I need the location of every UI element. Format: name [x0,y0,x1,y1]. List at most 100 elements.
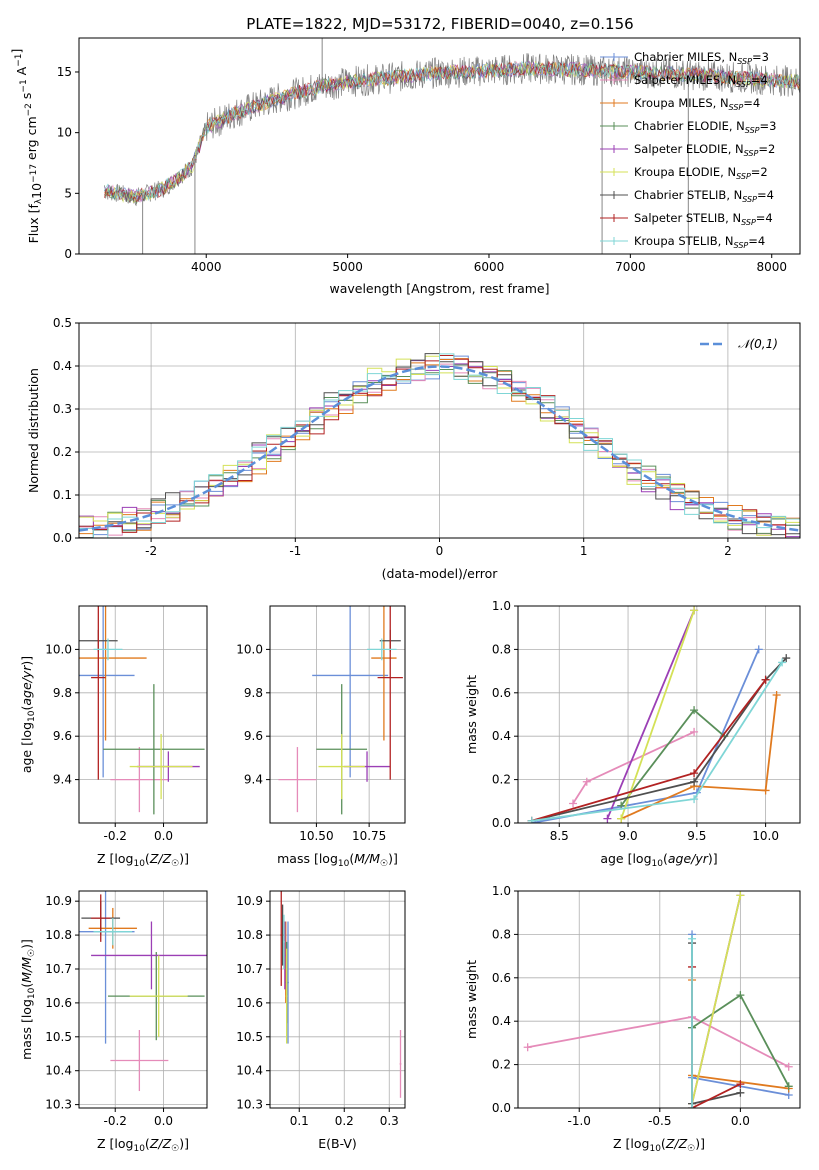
y-tick-label: 0.3 [53,402,72,416]
x-axis-label: Z [log10(Z/Z☉)] [613,1136,705,1154]
weight-series-line [531,679,767,822]
weight-point-marker [761,786,770,795]
y-tick-label: 0.8 [492,642,511,656]
y-tick-label: 9.6 [244,729,263,743]
plot-area-age_vs_mass [278,606,403,815]
weight-point-marker [569,799,578,808]
y-tick-label: 10.4 [45,1064,72,1078]
x-axis-label: E(B-V) [318,1136,357,1151]
y-tick-label: 0.0 [53,531,72,545]
weight-point-marker [772,690,781,699]
weight-series-line [531,657,787,822]
y-tick-label: 5 [64,186,72,200]
x-tick-label: 10.50 [299,829,333,843]
y-tick-label: 0.4 [492,729,511,743]
x-tick-label: 0.0 [154,1114,173,1128]
x-tick-label: 0.1 [290,1114,309,1128]
y-tick-label: 15 [57,65,72,79]
y-tick-label: 9.4 [244,773,263,787]
weight-point-marker [527,816,536,823]
weight-series-line [620,610,695,819]
y-tick-label: 0 [64,247,72,261]
weight-point-marker [690,795,699,804]
y-tick-label: 0.0 [492,816,511,830]
x-axis-label: Z [log10(Z/Z☉)] [97,851,189,869]
weight-point-marker [782,654,791,663]
y-tick-label: 10.6 [45,996,72,1010]
y-tick-label: 9.8 [244,686,263,700]
y-tick-label: 10.7 [236,962,263,976]
plot-area-age_vs_Z [79,606,205,815]
x-axis-label: Z [log10(Z/Z☉)] [97,1136,189,1154]
y-tick-label: 0.6 [492,686,511,700]
x-tick-label: 8000 [756,260,787,274]
x-tick-label: 7000 [615,260,646,274]
axes-frame [269,890,406,1109]
panel-mass_vs_Z: -0.2 0.0 10.3 10.4 10.5 10.6 10.7 10.8 10.9 Z [lo… [19,890,208,1154]
plot-area-weight_vs_Z [523,891,793,1108]
figure-title: PLATE=1822, MJD=53172, FIBERID=0040, z=0… [246,15,633,33]
y-tick-label: 10.9 [45,894,72,908]
residual-histogram [79,353,800,538]
weight-point-marker [523,1043,532,1052]
y-tick-label: 10.0 [236,642,263,656]
axes-frame [78,37,801,255]
plot-area-mass_vs_ebv [280,891,402,1098]
y-tick-label: 0.0 [492,1101,511,1115]
y-tick-label: 1.0 [492,599,511,613]
plot-area-weight_vs_age [527,606,791,823]
x-tick-label: 9.5 [687,829,706,843]
weight-point-marker [784,1082,793,1091]
panel-mass_vs_ebv: 0.1 0.2 0.3 10.3 10.4 10.5 10.6 10.7 10.8 10.9 E(B… [236,890,406,1151]
x-tick-label: 0.0 [731,1114,750,1128]
y-tick-label: 10.7 [45,962,72,976]
x-axis-label: (data-model)/error [382,566,499,581]
y-axis-label: age [log10(age/yr)] [19,656,37,773]
legend-label: Kroupa STELIB, NSSP=4 [634,234,765,250]
y-tick-label: 10.0 [45,642,72,656]
y-tick-label: 10.6 [236,996,263,1010]
panel-age_vs_mass: 10.50 10.75 9.4 9.6 9.8 10.0 mass [log10(M/M☉)… [236,605,406,869]
x-tick-label: 0 [436,544,444,558]
weight-series-line [572,731,695,804]
model-spectrum-line [104,60,800,204]
weight-point-marker [778,658,787,667]
weight-series-line [606,609,695,820]
x-tick-label: -0.2 [104,1114,127,1128]
x-tick-label: 5000 [332,260,363,274]
weight-series-line [531,661,783,822]
x-tick-label: 10.0 [752,829,779,843]
x-tick-label: 1 [580,544,588,558]
x-axis-label: mass [log10(M/M☉)] [277,851,398,869]
x-tick-label: 4000 [191,260,222,274]
panel-weight_vs_age: 8.5 9.0 9.5 10.0 0.0 0.2 0.4 0.6 0.8 1.0 age [log1… [464,599,801,869]
plot-area-residuals [79,353,800,538]
panel-residuals: -2 -1 0 1 2 0.0 0.1 0.2 0.3 0.4 0.5 𝒩(0,1) (data-mod… [26,316,801,581]
y-tick-label: 9.6 [53,729,72,743]
legend-label: 𝒩(0,1) [738,337,778,351]
x-tick-label: 6000 [474,260,505,274]
x-tick-label: 8.5 [550,829,569,843]
y-tick-label: 9.8 [53,686,72,700]
y-tick-label: 9.4 [53,773,72,787]
y-tick-label: 10.8 [45,928,72,942]
y-axis-label: mass weight [464,675,479,754]
y-tick-label: 1.0 [492,884,511,898]
weight-point-marker [603,814,612,823]
x-tick-label: 0.0 [154,829,173,843]
axes-frame [78,890,208,1109]
y-axis-label: mass [log10(M/M☉)] [19,939,37,1060]
x-tick-label: -2 [145,544,157,558]
panel-weight_vs_Z: -1.0 -0.5 0.0 0.0 0.2 0.4 0.6 0.8 1.0 Z [log10(Z/… [464,884,801,1154]
legend-label: Kroupa MILES, NSSP=4 [634,96,760,112]
x-tick-label: -0.5 [648,1114,671,1128]
axes-frame [78,605,208,824]
plot-area-spectrum [104,38,800,254]
x-tick-label: -0.2 [104,829,127,843]
weight-point-marker [754,645,763,654]
y-tick-label: 10.5 [45,1030,72,1044]
x-tick-label: 10.75 [352,829,386,843]
y-axis-label: mass weight [464,960,479,1039]
x-tick-label: 2 [724,544,732,558]
